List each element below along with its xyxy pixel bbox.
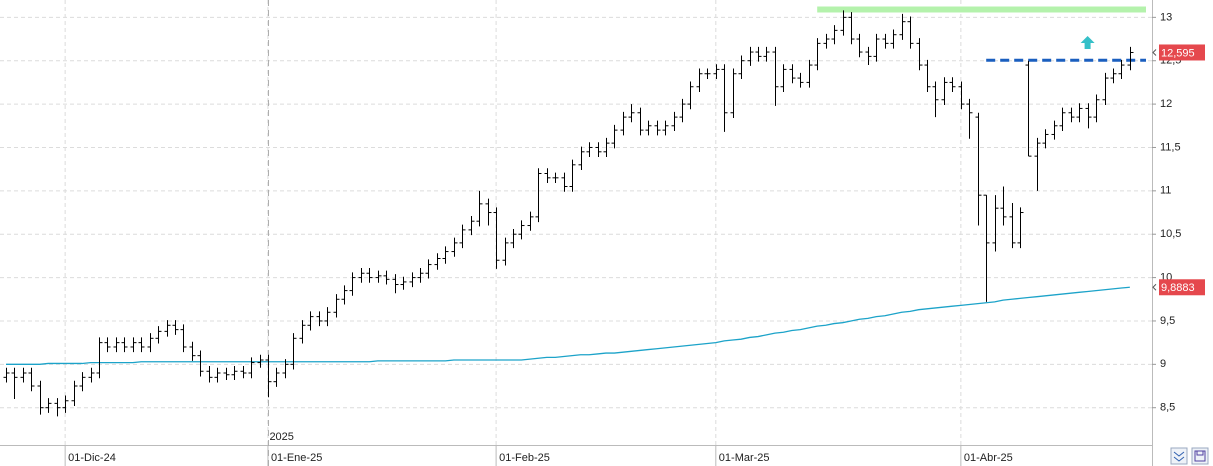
y-tick-label: 8,5: [1160, 402, 1175, 414]
price-tag: [1159, 279, 1205, 296]
save-icon: [1194, 450, 1206, 462]
x-tick-label: 01-Ene-25: [271, 452, 322, 464]
corner-buttons: [1170, 447, 1209, 465]
y-tick-label: 11,5: [1160, 141, 1181, 153]
price-tag: [1159, 44, 1205, 61]
collapse-icon: [1173, 451, 1185, 462]
y-tick-label: 9,5: [1160, 315, 1175, 327]
x-tick-label: 01-Abr-25: [964, 452, 1013, 464]
x-tick-label: 01-Mar-25: [719, 452, 770, 464]
price-tag-pointer: [1152, 49, 1157, 56]
signal-arrow: [1080, 36, 1095, 49]
price-tag-label: 9,8883: [1161, 282, 1195, 294]
save-button[interactable]: [1191, 447, 1209, 465]
price-tag-label: 12,595: [1161, 47, 1195, 59]
y-tick-label: 13: [1160, 11, 1172, 23]
x-tick-label: 01-Feb-25: [499, 452, 550, 464]
y-tick-label: 11: [1160, 185, 1171, 197]
x-tick-label: 01-Dic-24: [68, 452, 116, 464]
y-tick-label: 10,5: [1160, 228, 1181, 240]
year-label: 2025: [269, 431, 293, 443]
y-tick-label: 9: [1160, 358, 1166, 370]
moving-average-line: [6, 286, 1130, 365]
price-tag-pointer: [1152, 283, 1157, 291]
y-tick-label: 12: [1160, 98, 1172, 110]
